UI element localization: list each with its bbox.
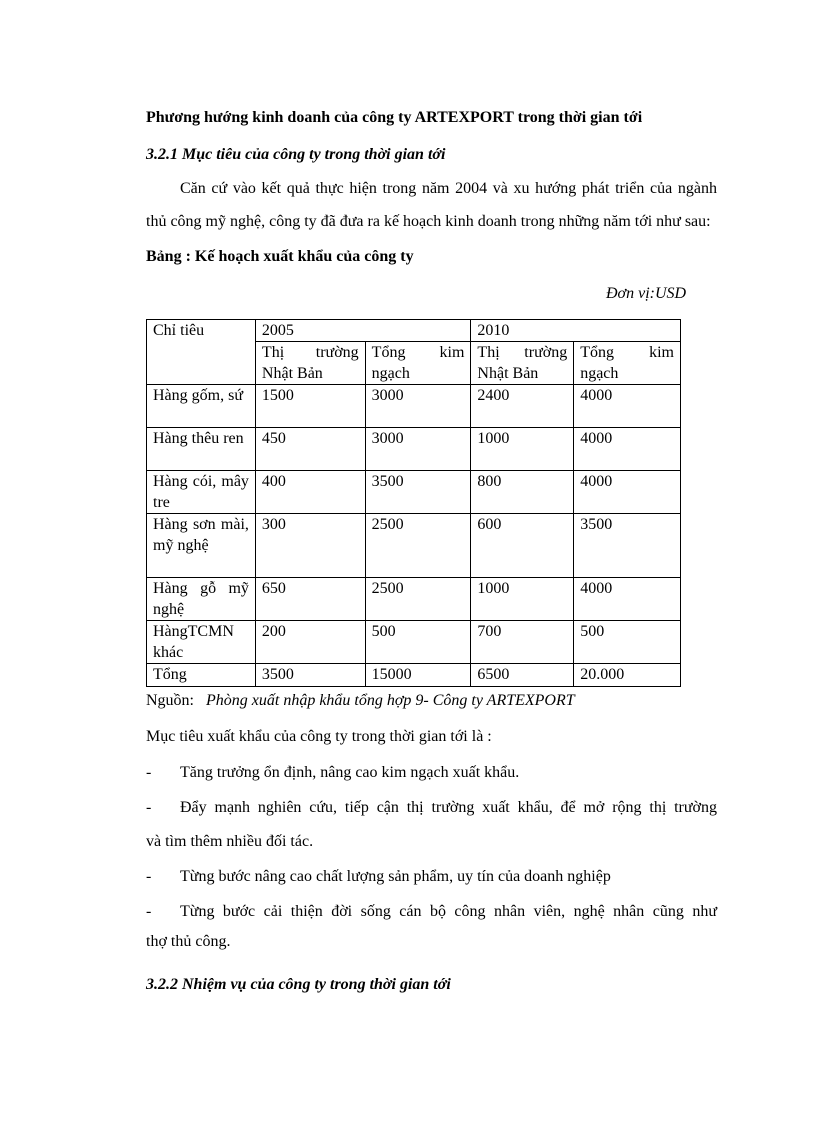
row-label: Hàng cói, mây tre [146, 470, 256, 514]
export-plan-table: Chỉ tiêu 2005 2010 Thị trường Nhật Bản T… [146, 319, 681, 687]
row-value: 700 [470, 620, 575, 664]
document-title: Phương hướng kinh doanh của công ty ARTE… [146, 109, 643, 126]
bullet-item-continued: và tìm thêm nhiều đối tác. [146, 833, 314, 850]
subheader-total-2010: Tổng kim ngạch [573, 341, 681, 385]
row-value: 800 [470, 470, 575, 514]
row-label: HàngTCMN khác [146, 620, 256, 664]
row-value: 1500 [254, 384, 366, 428]
table-title: Bảng : Kế hoạch xuất khẩu của công ty [146, 248, 414, 265]
row-value: 500 [573, 620, 681, 664]
row-value: 3000 [364, 384, 472, 428]
row-value: 3500 [573, 513, 681, 578]
row-value: 2500 [364, 577, 472, 621]
table-subheader-row: Thị trường Nhật Bản Tổng kim ngạch Thị t… [147, 341, 681, 385]
row-value: 6500 [470, 663, 575, 687]
bullet-item: Từng bước nâng cao chất lượng sản phẩm, … [180, 868, 611, 885]
row-value: 450 [254, 427, 366, 471]
row-value: 300 [254, 513, 366, 578]
header-year-2010: 2010 [470, 319, 681, 342]
table-row: Hàng sơn mài, mỹ nghệ 300 2500 600 3500 [146, 513, 681, 578]
row-label: Hàng gỗ mỹ nghệ [146, 577, 256, 621]
row-value: 400 [254, 470, 366, 514]
bullet-marker: - [146, 799, 152, 816]
row-value: 20.000 [573, 663, 681, 687]
bullet-item: Đẩy mạnh nghiên cứu, tiếp cận thị trường… [180, 799, 717, 816]
table-header-row: Chỉ tiêu 2005 2010 [146, 319, 681, 385]
intro-paragraph-line1: Căn cứ vào kết quả thực hiện trong năm 2… [180, 180, 717, 197]
header-chi-tieu: Chỉ tiêu [146, 319, 256, 385]
row-label: Tổng [146, 663, 256, 687]
row-value: 2500 [364, 513, 472, 578]
row-value: 2400 [470, 384, 575, 428]
row-value: 1000 [470, 427, 575, 471]
bullet-item: Tăng trưởng ổn định, nâng cao kim ngạch … [180, 764, 520, 781]
row-value: 500 [364, 620, 472, 664]
source-note: Nguồn: Phòng xuất nhập khẩu tổng hợp 9- … [146, 691, 575, 711]
bullet-item: Từng bước cải thiện đời sống cán bộ công… [180, 903, 717, 920]
table-row: Hàng cói, mây tre 400 3500 800 4000 [146, 470, 681, 514]
table-row: Hàng gỗ mỹ nghệ 650 2500 1000 4000 [146, 577, 681, 621]
table-row: HàngTCMN khác 200 500 700 500 [146, 620, 681, 664]
row-value: 3500 [254, 663, 366, 687]
row-value: 1000 [470, 577, 575, 621]
bullet-marker: - [146, 903, 152, 920]
row-value: 650 [254, 577, 366, 621]
subheader-japan-2010: Thị trường Nhật Bản [470, 341, 575, 385]
row-value: 4000 [573, 384, 681, 428]
source-text: Phòng xuất nhập khẩu tổng hợp 9- Công ty… [206, 692, 575, 709]
unit-label: Đơn vị:USD [606, 285, 687, 302]
row-value: 200 [254, 620, 366, 664]
row-value: 3000 [364, 427, 472, 471]
row-value: 4000 [573, 470, 681, 514]
subheader-total-2005: Tổng kim ngạch [364, 341, 472, 385]
row-value: 3500 [364, 470, 472, 514]
source-label: Nguồn: [146, 692, 194, 709]
row-label: Hàng thêu ren [146, 427, 256, 471]
header-year-2005: 2005 [254, 319, 472, 342]
row-value: 15000 [364, 663, 472, 687]
goals-intro: Mục tiêu xuất khẩu của công ty trong thờ… [146, 728, 492, 745]
bullet-marker: - [146, 868, 152, 885]
bullet-item-continued: thợ thủ công. [146, 933, 231, 950]
subheader-japan-2005: Thị trường Nhật Bản [254, 341, 366, 385]
row-value: 4000 [573, 577, 681, 621]
bullet-marker: - [146, 764, 152, 781]
table-row: Hàng thêu ren 450 3000 1000 4000 [146, 427, 681, 471]
table-row: Tổng 3500 15000 6500 20.000 [146, 663, 681, 687]
table-row: Hàng gốm, sứ 1500 3000 2400 4000 [146, 384, 681, 428]
row-value: 4000 [573, 427, 681, 471]
intro-paragraph-line2: thủ công mỹ nghệ, công ty đã đưa ra kế h… [146, 213, 711, 230]
section-heading-321: 3.2.1 Mục tiêu của công ty trong thời gi… [146, 146, 446, 163]
row-label: Hàng sơn mài, mỹ nghệ [146, 513, 256, 578]
row-value: 600 [470, 513, 575, 578]
row-label: Hàng gốm, sứ [146, 384, 256, 428]
section-heading-322: 3.2.2 Nhiệm vụ của công ty trong thời gi… [146, 976, 451, 993]
